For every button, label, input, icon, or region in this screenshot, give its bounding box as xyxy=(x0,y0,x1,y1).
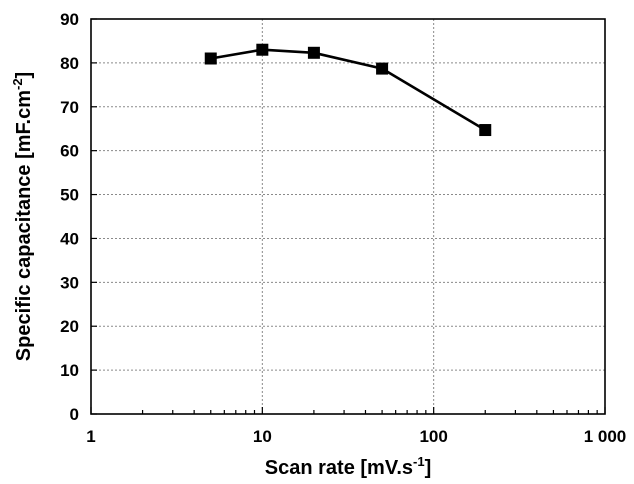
y-tick-label: 80 xyxy=(60,54,79,73)
y-tick-label: 20 xyxy=(60,317,79,336)
x-tick-label: 1 xyxy=(86,427,95,446)
y-tick-label: 30 xyxy=(60,273,79,292)
data-point-marker xyxy=(376,62,389,75)
y-tick-label: 90 xyxy=(60,10,79,29)
data-point-marker xyxy=(204,52,217,65)
data-series xyxy=(204,43,492,137)
y-axis-title-superscript: -2 xyxy=(10,78,25,90)
plot-area-frame xyxy=(90,18,606,415)
x-axis-title-superscript: -1 xyxy=(413,454,425,469)
x-axis-title-text: Scan rate [mV.s xyxy=(265,457,413,479)
y-axis-title-text: Specific capacitance [mF.cm xyxy=(13,90,35,361)
x-axis-tick-labels: 1 10 100 1 000 xyxy=(86,427,626,446)
y-tick-label: 70 xyxy=(60,98,79,117)
y-tick-label: 50 xyxy=(60,186,79,205)
x-tick-label: 1 000 xyxy=(584,427,627,446)
x-axis-title-end: ] xyxy=(425,457,432,479)
grid xyxy=(91,19,605,414)
axis-ticks xyxy=(90,18,606,415)
y-tick-label: 60 xyxy=(60,142,79,161)
data-point-marker xyxy=(479,124,492,137)
data-point-marker xyxy=(307,46,320,59)
y-tick-label: 10 xyxy=(60,361,79,380)
series-line xyxy=(210,48,486,132)
y-axis-title-end: ] xyxy=(13,72,35,79)
y-axis-title: Specific capacitance [mF.cm-2] xyxy=(10,72,35,361)
y-tick-label: 0 xyxy=(70,405,79,424)
x-tick-label: 100 xyxy=(419,427,447,446)
x-axis-title: Scan rate [mV.s-1] xyxy=(265,454,431,479)
data-point-marker xyxy=(256,43,269,56)
y-axis-tick-labels: 0 10 20 30 40 50 60 70 80 90 xyxy=(60,10,79,424)
x-tick-label: 10 xyxy=(253,427,272,446)
y-tick-label: 40 xyxy=(60,229,79,248)
